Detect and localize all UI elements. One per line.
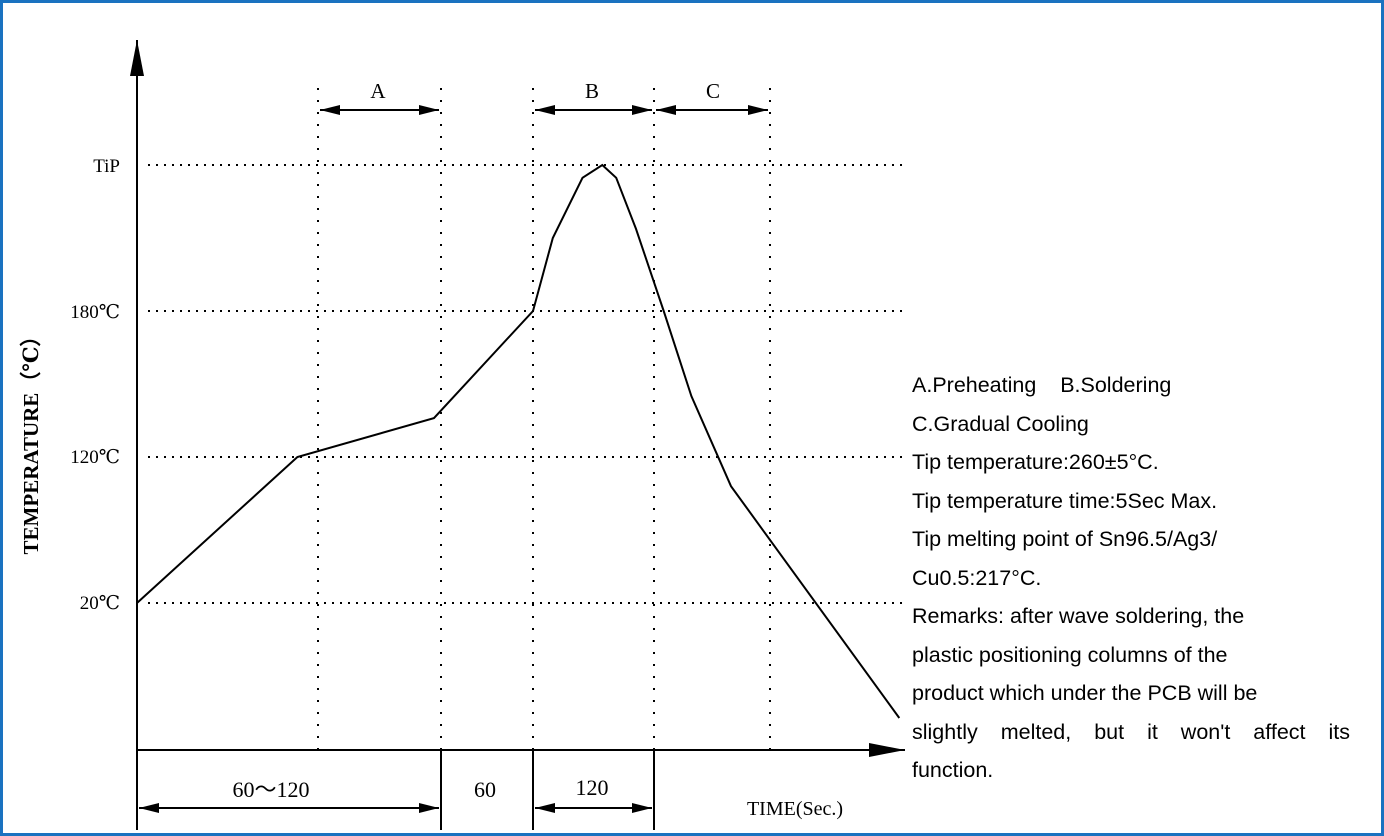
interval-2-label: 60 [474, 777, 496, 802]
temperature-profile-line [136, 163, 901, 719]
note-melting-1: Tip melting point of Sn96.5/Ag3/ [912, 527, 1218, 551]
note-tip-temp: Tip temperature:260±5°C. [912, 450, 1159, 474]
note-melting-2: Cu0.5:217°C. [912, 565, 1042, 590]
note-remarks-4: slightly melted, but it won't affect its [912, 719, 1350, 744]
x-axis-title: TIME(Sec.) [747, 798, 843, 820]
interval-1-label: 60～120 [232, 777, 309, 802]
y-tick-120: 120℃ [70, 447, 120, 468]
note-remarks-5: function. [912, 758, 994, 782]
note-remarks-2: plastic positioning columns of the [912, 642, 1228, 667]
zone-a-label: A [370, 79, 386, 103]
note-remarks-1: Remarks: after wave soldering, the [912, 604, 1245, 628]
y-tick-180: 180℃ [70, 302, 120, 323]
note-zone-c: C.Gradual Cooling [912, 411, 1089, 436]
zone-c-label: C [706, 79, 720, 103]
interval-3-label: 120 [576, 775, 609, 800]
y-axis-title: TEMPERATURE（℃） [19, 326, 43, 555]
y-tick-tip: TiP [93, 156, 120, 177]
notes-panel: A.Preheating B.Soldering C.Gradual Cooli… [912, 366, 1382, 790]
y-tick-20: 20℃ [80, 593, 120, 614]
note-remarks-3: product which under the PCB will be [912, 681, 1258, 705]
note-zones-ab: A.Preheating B.Soldering [912, 373, 1172, 397]
note-tip-time: Tip temperature time:5Sec Max. [912, 488, 1218, 513]
zone-b-label: B [585, 79, 599, 103]
